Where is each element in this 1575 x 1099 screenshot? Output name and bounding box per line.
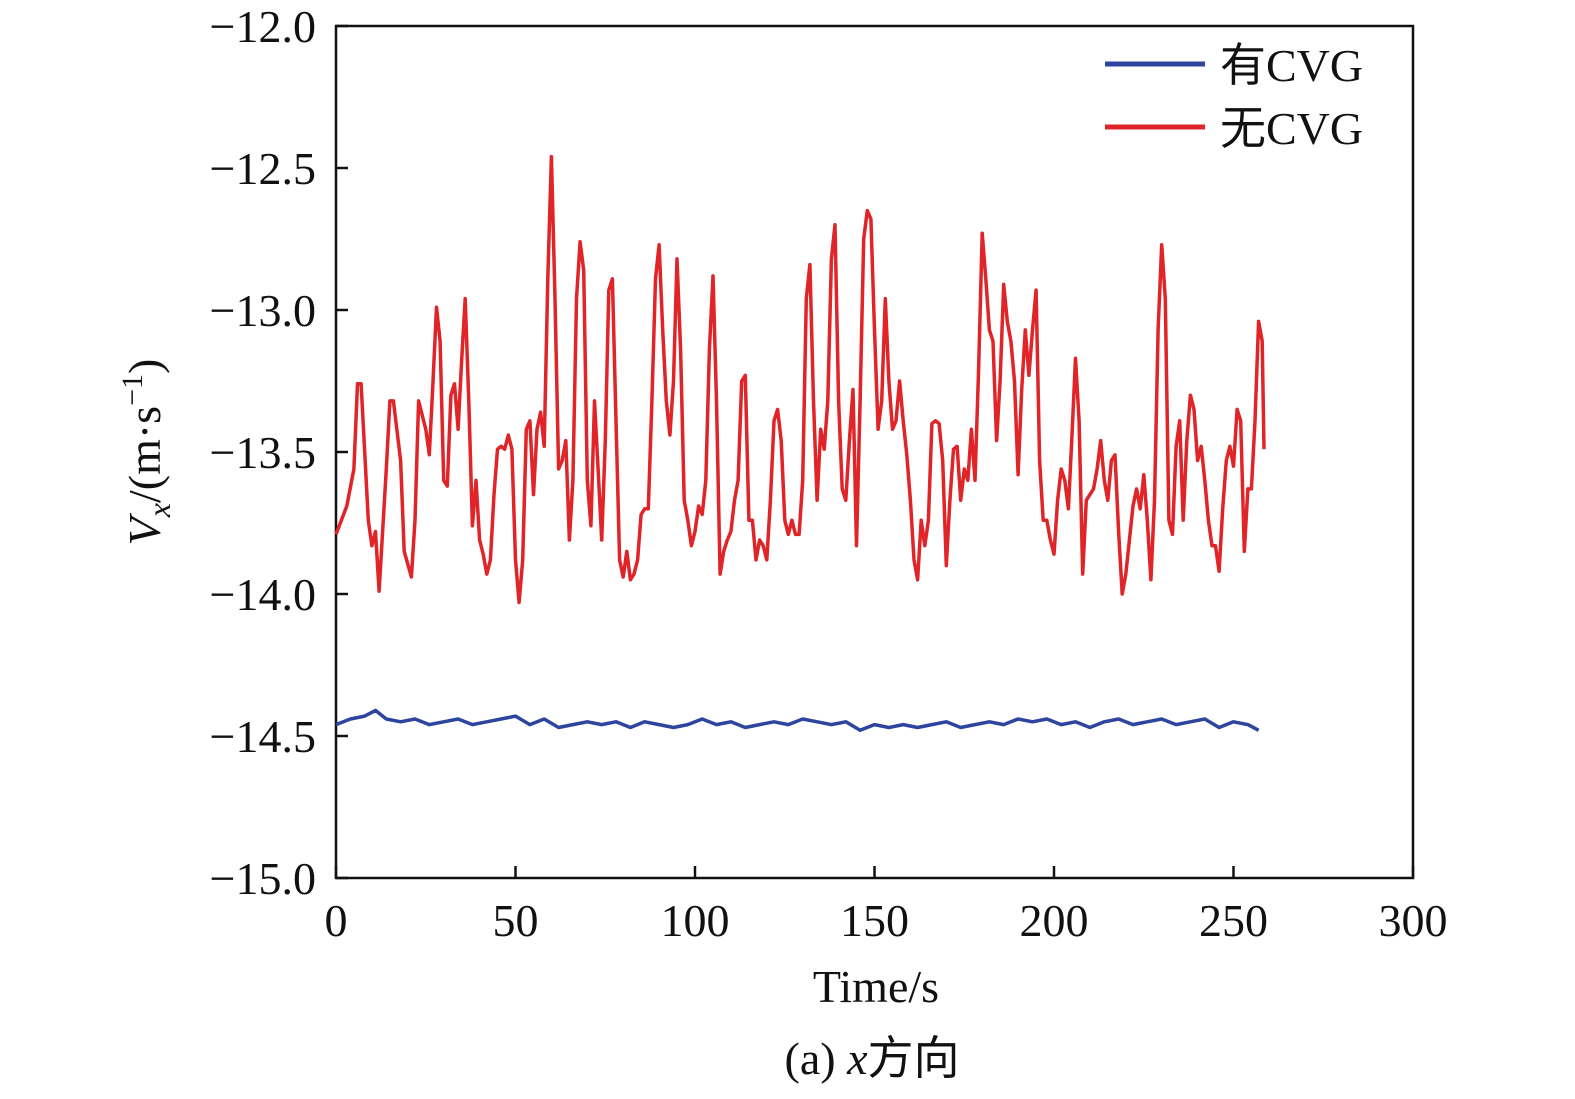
y-label-part: /(m·s	[119, 406, 170, 503]
y-tick-label: −14.0	[210, 569, 316, 620]
y-tick-label: −15.0	[210, 853, 316, 904]
y-tick-label: −12.5	[210, 143, 316, 194]
x-tick-label: 250	[1199, 895, 1268, 946]
y-label-part: x	[141, 503, 177, 518]
y-tick-label: −12.0	[210, 1, 316, 52]
y-tick-label: −13.5	[210, 427, 316, 478]
caption: (a) x方向	[785, 1033, 960, 1084]
y-label-part: )	[119, 359, 170, 374]
y-label-part: V	[119, 512, 170, 545]
x-tick-label: 200	[1020, 895, 1089, 946]
y-axis-label: Vx/(m·s−1)	[116, 359, 177, 546]
x-tick-label: 50	[493, 895, 539, 946]
x-tick-label: 100	[661, 895, 730, 946]
caption-part: x	[846, 1033, 868, 1084]
y-tick-label: −13.0	[210, 285, 316, 336]
x-tick-label: 150	[840, 895, 909, 946]
legend-label: 无CVG	[1220, 103, 1363, 154]
y-tick-label: −14.5	[210, 711, 316, 762]
y-label-part: −1	[116, 374, 149, 406]
series-line	[335, 708, 1260, 733]
caption-part: 方向	[867, 1033, 959, 1084]
series-line	[334, 154, 1266, 605]
caption-part: (a)	[785, 1033, 848, 1084]
x-tick-label: 0	[325, 895, 348, 946]
legend-label: 有CVG	[1220, 40, 1363, 91]
x-tick-label: 300	[1379, 895, 1448, 946]
x-axis-label: Time/s	[813, 961, 939, 1012]
